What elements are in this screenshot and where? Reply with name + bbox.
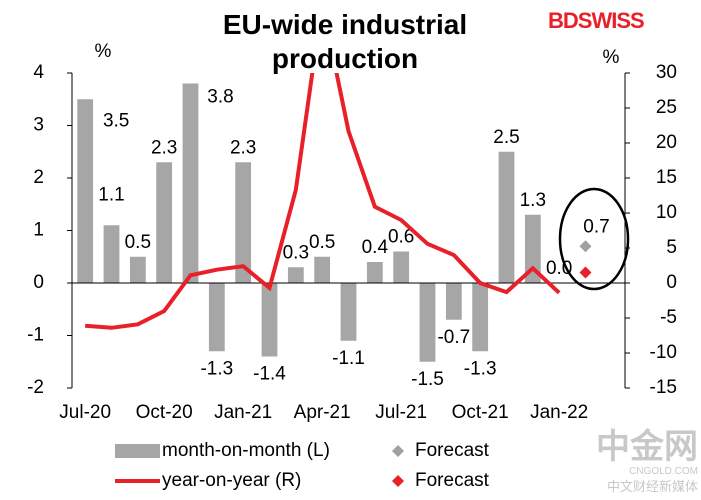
y-tick-label: -1 xyxy=(27,325,44,346)
legend-swatch xyxy=(392,445,404,457)
watermark-site: CNGOLD.COM xyxy=(629,466,698,477)
bar xyxy=(393,251,410,283)
y2-tick-label: -10 xyxy=(650,342,677,363)
bar xyxy=(340,283,357,341)
bar xyxy=(156,162,173,283)
bar xyxy=(472,283,489,352)
legend-label: month-on-month (L) xyxy=(162,440,330,461)
watermark-tagline: 中文财经新媒体 xyxy=(606,479,698,494)
y-tick-label: 4 xyxy=(33,62,44,83)
x-tick-label: Jan-22 xyxy=(530,402,588,423)
y2-tick-label: 30 xyxy=(656,62,677,83)
data-label: 0.6 xyxy=(388,227,414,248)
bar xyxy=(366,262,383,283)
x-tick-label: Jul-21 xyxy=(375,402,427,423)
y2-tick-label: 25 xyxy=(656,97,677,118)
data-label: 2.3 xyxy=(230,137,256,158)
logo: BDSWISS xyxy=(548,8,645,33)
data-label: -1.3 xyxy=(464,358,497,379)
data-label: 0.4 xyxy=(362,237,389,258)
y2-tick-label: 20 xyxy=(656,132,677,153)
bar xyxy=(524,214,541,283)
y-tick-label: 0 xyxy=(33,272,44,293)
bar xyxy=(445,283,462,320)
legend-label: year-on-year (R) xyxy=(162,470,301,491)
bar xyxy=(77,99,94,283)
bar xyxy=(235,162,252,283)
data-label: 1.3 xyxy=(520,190,546,211)
forecast-marker xyxy=(579,266,592,279)
forecast-highlight xyxy=(558,187,630,291)
data-label: 3.8 xyxy=(207,87,233,108)
watermark: 中金网 CNGOLD.COM 中文财经新媒体 xyxy=(548,428,698,496)
y2-tick-label: -15 xyxy=(650,377,677,398)
data-label: 0.0 xyxy=(546,258,572,279)
data-label: -0.7 xyxy=(437,327,470,348)
data-label: 2.5 xyxy=(493,127,519,148)
data-label: -1.3 xyxy=(200,358,233,379)
y2-tick-label: 10 xyxy=(656,202,677,223)
data-label: 0.5 xyxy=(309,232,335,253)
bar xyxy=(261,283,278,357)
y-tick-label: 1 xyxy=(33,220,44,241)
y2-axis-unit: % xyxy=(603,47,620,68)
legend-label: Forecast xyxy=(415,440,490,461)
bar xyxy=(103,225,120,283)
bar xyxy=(419,283,436,362)
legend-label: Forecast xyxy=(415,470,490,491)
legend-swatch xyxy=(392,475,404,487)
data-label: 2.3 xyxy=(151,137,177,158)
forecast-marker xyxy=(579,240,592,253)
legend-swatch xyxy=(115,444,160,458)
watermark-name: 中金网 xyxy=(596,428,698,466)
line xyxy=(85,73,561,330)
bar xyxy=(498,151,515,283)
data-label: -1.5 xyxy=(411,369,444,390)
bar xyxy=(182,83,199,283)
x-tick-label: Oct-21 xyxy=(452,402,509,423)
data-label: 0.5 xyxy=(125,232,151,253)
y2-tick-label: -5 xyxy=(660,307,677,328)
x-tick-label: Oct-20 xyxy=(136,402,193,423)
bar xyxy=(287,267,304,283)
y-tick-label: 3 xyxy=(33,115,44,136)
x-tick-label: Apr-21 xyxy=(294,402,351,423)
data-label: 0.3 xyxy=(283,242,309,263)
data-label: -1.4 xyxy=(253,364,286,385)
x-tick-label: Jan-21 xyxy=(214,402,272,423)
bar xyxy=(314,256,331,283)
y-tick-label: -2 xyxy=(27,377,44,398)
data-label: 1.1 xyxy=(98,184,124,205)
y-tick-label: 2 xyxy=(33,167,44,188)
data-label: 0.7 xyxy=(583,216,609,237)
y2-tick-label: 15 xyxy=(656,167,677,188)
x-tick-label: Jul-20 xyxy=(59,402,111,423)
data-label: 3.5 xyxy=(103,110,129,131)
bar xyxy=(208,283,225,352)
data-label: -1.1 xyxy=(332,348,365,369)
y2-tick-label: 0 xyxy=(666,272,677,293)
y-axis-unit: % xyxy=(95,41,112,62)
bar xyxy=(129,256,146,283)
chart-title: EU-wide industrial production xyxy=(222,9,468,74)
y2-tick-label: 5 xyxy=(666,237,677,258)
